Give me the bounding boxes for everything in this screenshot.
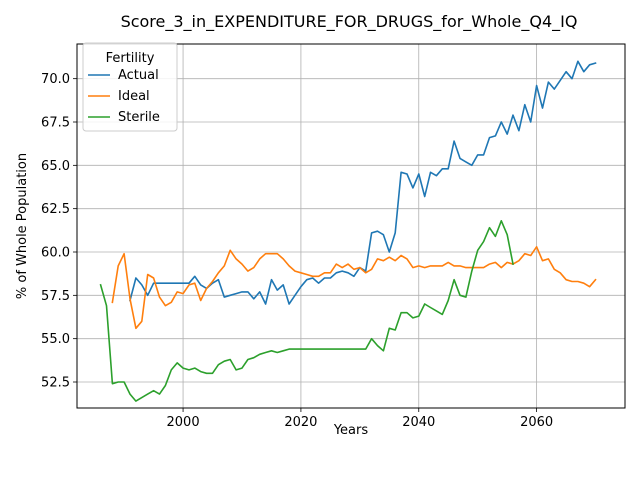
legend-box [82, 42, 178, 132]
y-tick-label: 57.5 [41, 289, 70, 304]
series-line-ideal [111, 246, 597, 330]
legend-entry-actual: Actual [118, 68, 159, 83]
y-tick-label: 67.5 [41, 116, 70, 131]
chart-title: Score_3_in_EXPENDITURE_FOR_DRUGS_for_Who… [121, 12, 578, 32]
x-axis: 2000 2020 2040 2060 [167, 408, 553, 430]
y-tick-label: 55.0 [41, 332, 70, 347]
x-tick-label: 2040 [402, 415, 435, 430]
legend-entry-ideal: Ideal [118, 89, 150, 104]
grid-lines [77, 44, 625, 408]
y-tick-label: 70.0 [41, 72, 70, 87]
plot-frame [76, 43, 626, 409]
y-tick-label: 52.5 [41, 376, 70, 391]
legend-entry-sterile: Sterile [118, 110, 160, 125]
x-tick-label: 2020 [284, 415, 317, 430]
x-tick-label: 2060 [520, 415, 553, 430]
y-tick-label: 60.0 [41, 246, 70, 261]
series-line-sterile [99, 220, 514, 402]
series-layer [99, 60, 597, 402]
y-axis: 52.5 55.0 57.5 60.0 62.5 65.0 67.5 70.0 [41, 72, 77, 391]
x-axis-label: Years [333, 423, 369, 438]
legend-title: Fertility [106, 51, 155, 66]
x-tick-label: 2000 [167, 415, 200, 430]
y-tick-label: 65.0 [41, 159, 70, 174]
y-axis-label: % of Whole Population [15, 153, 30, 299]
legend: Fertility Actual Ideal Sterile [82, 42, 178, 132]
y-tick-label: 62.5 [41, 202, 70, 217]
